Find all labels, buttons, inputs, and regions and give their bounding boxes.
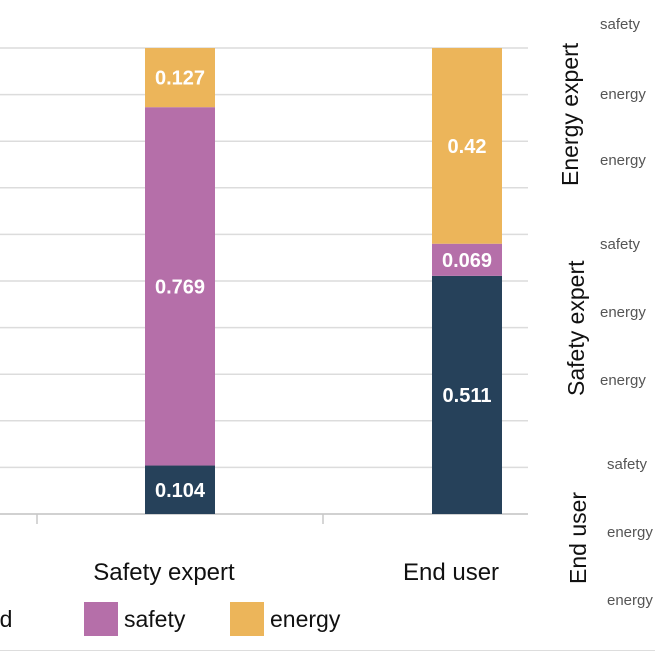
bars	[145, 48, 502, 514]
row-label: energy	[607, 524, 653, 541]
stacked-bar-chart: 0.104 0.769 0.127 0.511 0.069 0.42 Safety exp…	[0, 47, 528, 586]
data-label: 0.127	[155, 68, 205, 90]
legend-label: safety	[124, 605, 186, 632]
category-labels: Safety expert End user	[93, 559, 499, 586]
data-labels: 0.104 0.769 0.127 0.511 0.069 0.42	[155, 68, 492, 502]
data-label: 0.069	[442, 250, 492, 272]
row-label: energy	[607, 592, 653, 609]
bar-energy-safety-expert	[145, 48, 215, 108]
group-title-energy-expert: Energy expert	[557, 42, 583, 186]
row-label: energy	[600, 372, 646, 389]
legend-item-speed: eed	[0, 602, 12, 636]
group-title-end-user: End user	[565, 491, 591, 584]
x-axis	[0, 513, 528, 524]
data-label: 0.42	[448, 136, 487, 158]
bar-speed-safety-expert	[145, 465, 215, 514]
row-label: energy	[600, 152, 646, 169]
row-label: safety	[600, 236, 641, 253]
data-label: 0.511	[443, 385, 492, 407]
side-panel: Energy expert safety energy energy Safet…	[545, 0, 655, 640]
bar-safety-end-user	[432, 243, 502, 276]
bar-speed-end-user	[432, 275, 502, 514]
row-label: safety	[600, 16, 641, 33]
bottom-divider	[0, 650, 655, 651]
data-label: 0.769	[155, 276, 205, 298]
legend-label: energy	[270, 605, 341, 632]
group-title-safety-expert: Safety expert	[563, 260, 589, 396]
legend-label: eed	[0, 605, 13, 632]
legend-item-energy: energy	[230, 602, 340, 636]
legend-item-safety: safety	[84, 602, 185, 636]
bar-safety-safety-expert	[145, 107, 215, 466]
category-label: Safety expert	[93, 559, 235, 586]
bar-energy-end-user	[432, 48, 502, 244]
row-label: energy	[600, 86, 646, 103]
legend-swatch-energy	[230, 602, 264, 636]
data-label: 0.104	[155, 480, 206, 502]
category-label: End user	[403, 559, 499, 586]
row-label: energy	[600, 304, 646, 321]
row-label: safety	[607, 456, 648, 473]
legend-swatch-safety	[84, 602, 118, 636]
